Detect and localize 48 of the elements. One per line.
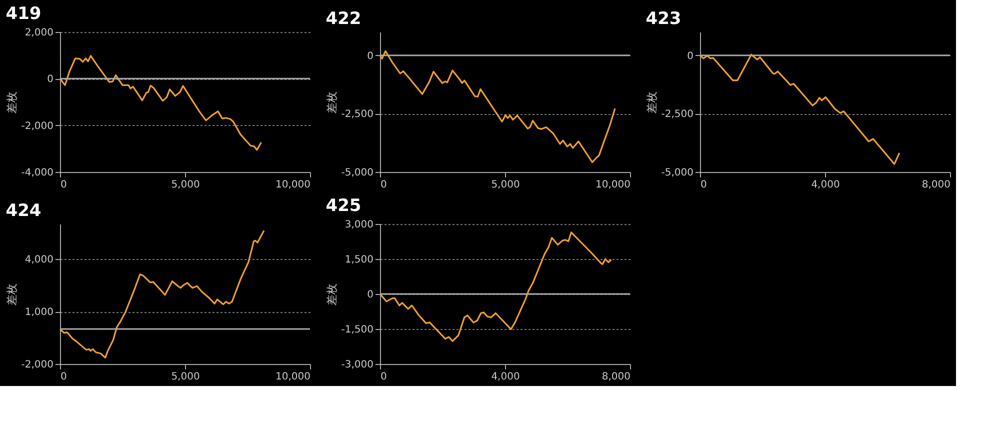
- x-tick-label: 0: [60, 372, 67, 382]
- x-tick-label: 5,000: [491, 180, 520, 190]
- x-tick-label: 0: [700, 180, 707, 190]
- y-tick-label: -2,000: [21, 120, 54, 132]
- y-axis-title: 差枚: [645, 92, 658, 114]
- line-series: [379, 50, 616, 163]
- x-tick-label: 0: [60, 180, 67, 190]
- line-series: [59, 230, 265, 358]
- x-tick-label: 0: [380, 180, 387, 190]
- y-tick-label: 1,500: [344, 254, 374, 266]
- x-tick-label: 4,000: [491, 372, 520, 382]
- x-tick-label: 5,000: [171, 180, 200, 190]
- y-tick-label: 3,000: [344, 220, 374, 230]
- y-axis-title: 差枚: [325, 284, 338, 306]
- y-axis-title: 差枚: [5, 92, 18, 114]
- line-series: [59, 55, 262, 151]
- chart-title: 419: [6, 4, 42, 24]
- chart-title: 425: [326, 196, 362, 216]
- chart-title: 424: [6, 201, 42, 221]
- y-tick-label: -2,000: [21, 360, 54, 370]
- chart-title: 423: [646, 9, 682, 29]
- y-tick-label: -1,500: [341, 324, 374, 336]
- x-tick-label: 10,000: [596, 180, 630, 190]
- x-tick-label: 10,000: [276, 372, 310, 382]
- y-tick-label: -2,500: [341, 109, 374, 120]
- y-axis-title: 差枚: [5, 284, 18, 306]
- y-axis-title: 差枚: [325, 92, 338, 114]
- y-tick-label: 4,000: [24, 254, 54, 266]
- y-tick-label: -3,000: [341, 360, 374, 370]
- x-tick-label: 8,000: [922, 180, 950, 190]
- y-tick-label: -2,500: [661, 109, 694, 120]
- x-tick-label: 5,000: [171, 372, 200, 382]
- y-tick-label: 1,000: [24, 307, 54, 318]
- y-tick-label: -5,000: [661, 168, 694, 178]
- y-tick-label: 0: [47, 74, 54, 86]
- y-tick-label: 0: [367, 290, 374, 300]
- x-tick-label: 8,000: [602, 372, 630, 382]
- y-tick-label: 0: [367, 50, 374, 62]
- line-series: [379, 232, 612, 342]
- x-tick-label: 4,000: [811, 180, 840, 190]
- y-tick-label: -4,000: [21, 168, 54, 178]
- x-tick-label: 0: [380, 372, 387, 382]
- line-series: [699, 54, 900, 165]
- chart-title: 422: [326, 9, 362, 29]
- y-tick-label: 2,000: [24, 28, 54, 38]
- y-tick-label: -5,000: [341, 168, 374, 178]
- x-tick-label: 10,000: [276, 180, 310, 190]
- y-tick-label: 0: [687, 50, 694, 62]
